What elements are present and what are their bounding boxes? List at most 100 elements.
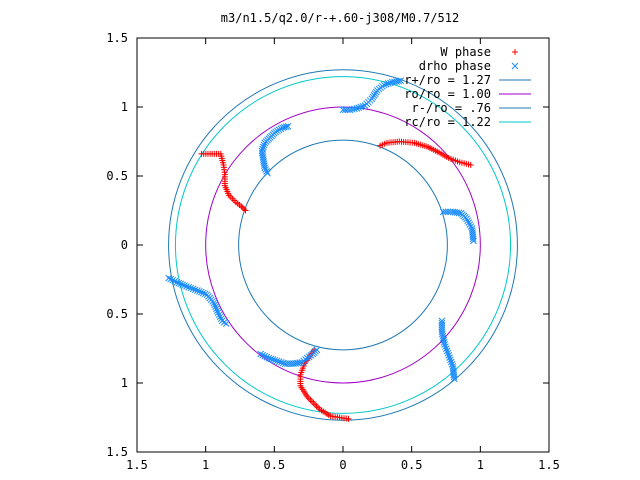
- drho-phase-point: [195, 288, 203, 295]
- x-tick-label: 1: [202, 458, 209, 472]
- drho-phase-point: [469, 235, 477, 243]
- drho-phase-point: [167, 275, 175, 283]
- drho-phase-point: [263, 168, 270, 175]
- drho-phase-point: [438, 330, 446, 338]
- legend-label: r+/ro = 1.27: [404, 73, 491, 87]
- drho-phase-point: [267, 355, 275, 363]
- drho-phase-point: [441, 341, 448, 348]
- drho-phase-point: [351, 105, 358, 113]
- drho-phase-point: [443, 347, 451, 355]
- drho-phase-point: [194, 287, 201, 294]
- drho-phase-point: [175, 279, 183, 287]
- reference-circle: [168, 69, 518, 421]
- chart-title: m3/n1.5/q2.0/r-+.60-j308/M0.7/512: [221, 11, 459, 25]
- drho-phase-point: [440, 336, 448, 344]
- drho-phase-point: [447, 358, 455, 366]
- drho-phase-point: [444, 349, 452, 357]
- drho-phase-point: [273, 357, 281, 365]
- w-phase-point: [310, 400, 317, 407]
- legend-label: r-/ro = .76: [412, 101, 491, 115]
- drho-phase-point: [281, 360, 289, 368]
- y-tick-label: 1.5: [106, 445, 128, 459]
- drho-phase-point: [197, 288, 205, 296]
- drho-phase-point: [183, 283, 190, 290]
- drho-phase-point: [269, 356, 277, 363]
- drho-phase-point: [187, 284, 195, 292]
- drho-phase-point: [261, 352, 269, 360]
- drho-phase-point: [271, 356, 279, 364]
- w-phase-point: [315, 404, 322, 411]
- w-phase-point: [307, 396, 314, 403]
- y-tick-label: 0.5: [106, 169, 128, 183]
- w-phase-point: [242, 207, 249, 214]
- drho-phase-point: [264, 169, 271, 177]
- drho-phase-point: [259, 143, 267, 151]
- plot-area: [165, 69, 518, 422]
- drho-phase-point: [165, 274, 172, 282]
- y-tick-label: 0: [121, 238, 128, 252]
- w-phase-point: [345, 415, 352, 422]
- drho-phase-point: [214, 309, 222, 316]
- drho-phase-point: [467, 223, 475, 230]
- drho-phase-point: [181, 282, 188, 289]
- drho-phase-point: [262, 166, 269, 173]
- drho-phase-point: [169, 276, 177, 284]
- drho-phase-point: [260, 141, 268, 149]
- drho-phase-point: [463, 215, 470, 223]
- y-tick-label: 1: [121, 100, 128, 114]
- drho-phase-point: [282, 123, 290, 131]
- reference-circle: [174, 76, 512, 414]
- drho-phase-point: [191, 286, 199, 294]
- drho-phase-point: [171, 277, 179, 285]
- legend-label: W phase: [440, 45, 491, 59]
- drho-phase-point: [199, 289, 207, 297]
- drho-phase-point: [439, 332, 447, 340]
- drho-phase-point: [355, 104, 363, 112]
- drho-phase-point: [439, 208, 447, 216]
- drho-phase-point: [263, 353, 271, 361]
- x-tick-label: 1.5: [126, 458, 148, 472]
- y-tick-label: 0.5: [106, 307, 128, 321]
- y-tick-label: 1: [121, 376, 128, 390]
- drho-phase-point: [258, 147, 266, 155]
- drho-phase-point: [445, 352, 453, 359]
- drho-phase-point: [465, 219, 473, 226]
- axes: 1.5 1 0.5 0 0.5 1 1.51.510.500.511.5: [106, 31, 560, 472]
- reference-circle: [205, 106, 481, 384]
- drho-phase-point: [259, 145, 267, 153]
- drho-phase-point: [357, 103, 365, 111]
- x-tick-label: 0.5: [263, 458, 285, 472]
- legend-label: ro/ro = 1.00: [404, 87, 491, 101]
- drho-phase-point: [448, 360, 456, 368]
- legend-marker: [512, 49, 518, 55]
- w-phase-point: [467, 161, 474, 168]
- legend-label: rc/ro = 1.22: [404, 115, 491, 129]
- drho-phase-point: [450, 373, 458, 381]
- drho-phase-point: [438, 328, 446, 336]
- legend-label: drho phase: [419, 59, 491, 73]
- drho-phase-point: [442, 343, 449, 350]
- drho-phase-point: [277, 358, 285, 366]
- drho-phase-point: [447, 356, 454, 364]
- drho-phase-point: [216, 313, 224, 321]
- drho-phase-point: [440, 338, 448, 346]
- drho-phase-point: [397, 77, 405, 85]
- w-phase-point: [308, 398, 315, 405]
- w-phase-point: [313, 403, 320, 410]
- drho-phase-point: [470, 237, 477, 245]
- drho-phase-point: [215, 311, 223, 319]
- drho-phase-point: [380, 81, 388, 89]
- x-tick-label: 1: [477, 458, 484, 472]
- drho-phase-point: [185, 283, 192, 291]
- drho-phase-point: [189, 285, 197, 293]
- drho-phase-point: [446, 354, 453, 361]
- w-phase-point: [312, 401, 319, 408]
- drho-phase-point: [259, 351, 267, 359]
- drho-phase-point: [212, 303, 219, 311]
- drho-phase-point: [442, 345, 450, 353]
- w-phase-point: [198, 150, 205, 157]
- drho-phase-point: [384, 80, 392, 87]
- reference-circle: [238, 139, 448, 351]
